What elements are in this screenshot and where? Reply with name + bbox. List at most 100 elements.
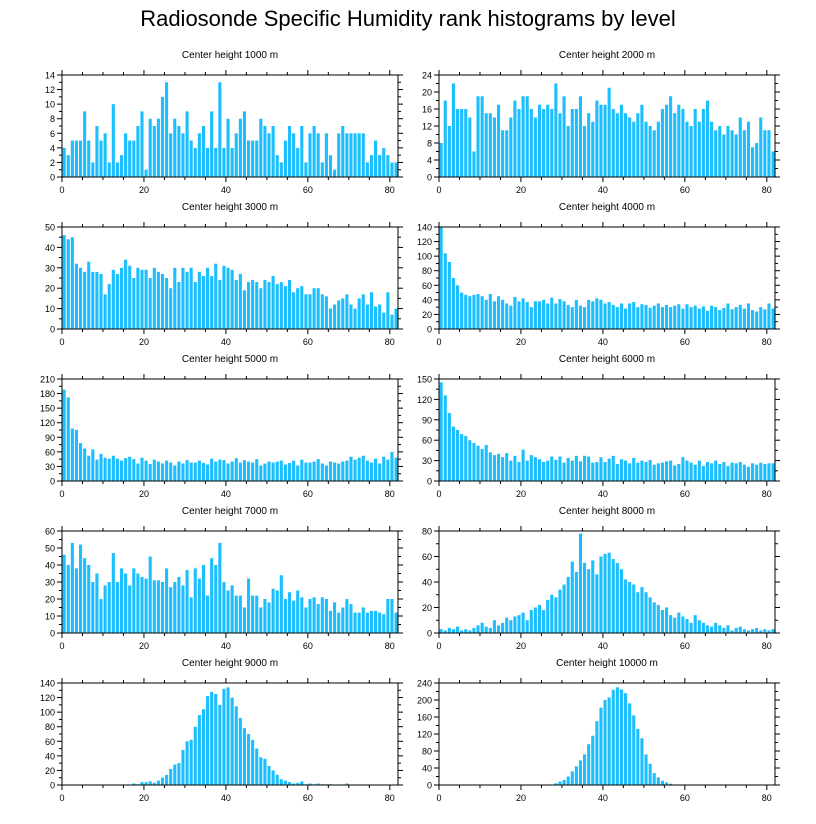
histogram-bar	[599, 707, 603, 785]
y-tick-label: 150	[417, 375, 432, 385]
histogram-bar	[292, 460, 296, 481]
histogram-bar	[546, 599, 550, 633]
histogram-bar	[394, 457, 398, 481]
histogram-bar	[554, 597, 558, 633]
histogram-bar	[566, 126, 570, 177]
histogram-bar	[644, 121, 648, 177]
histogram-bar	[734, 463, 738, 481]
histogram-bar	[132, 568, 136, 633]
y-tick-label: 20	[422, 88, 432, 98]
histogram-bar	[455, 109, 460, 177]
histogram-bar	[328, 461, 333, 481]
histogram-bar	[181, 750, 185, 785]
histogram-bar	[595, 461, 599, 481]
histogram-bar	[99, 599, 103, 633]
histogram-bar	[656, 121, 660, 177]
histogram-bar	[341, 461, 345, 481]
histogram-bar	[738, 304, 742, 329]
histogram-bar	[369, 292, 374, 329]
histogram-bar	[95, 459, 99, 481]
histogram-bar	[480, 96, 484, 177]
histogram-bar	[144, 460, 148, 481]
histogram-bar	[316, 133, 320, 177]
histogram-bar	[218, 459, 222, 481]
histogram-bar	[201, 709, 206, 785]
histogram-bar	[623, 460, 628, 481]
histogram-bar	[156, 271, 160, 329]
histogram-bar	[689, 307, 693, 329]
x-tick-label: 80	[762, 793, 772, 803]
histogram-bar	[140, 269, 144, 329]
panel-title: Center height 7000 m	[182, 506, 278, 517]
histogram-bar	[660, 307, 664, 329]
histogram-bar	[636, 728, 640, 785]
histogram-bar	[378, 304, 382, 329]
histogram-bar	[640, 304, 644, 329]
histogram-bar	[390, 599, 394, 633]
histogram-bar	[242, 111, 246, 177]
histogram-bar	[742, 308, 746, 329]
histogram-bar	[128, 456, 132, 481]
histogram-bar	[296, 288, 300, 329]
histogram-bar	[189, 597, 193, 633]
y-tick-label: 20	[45, 284, 55, 294]
x-tick-label: 0	[436, 793, 441, 803]
histogram-bar	[320, 294, 324, 329]
histogram-bar	[246, 461, 251, 481]
histogram-bar	[357, 298, 361, 329]
histogram-bar	[472, 442, 476, 481]
histogram-bar	[517, 301, 521, 329]
histogram-bar	[771, 151, 775, 177]
histogram-bar	[214, 461, 218, 481]
histogram-bar	[66, 155, 70, 177]
histogram-bar	[587, 744, 591, 785]
histogram-bar	[529, 109, 533, 177]
histogram-bar	[685, 121, 689, 177]
histogram-bar	[714, 460, 718, 481]
histogram-bar	[726, 126, 730, 177]
y-tick-label: 100	[40, 708, 55, 718]
histogram-bar	[558, 589, 562, 633]
histogram-bar	[193, 462, 197, 481]
histogram-bar	[66, 239, 70, 329]
histogram-bar	[669, 460, 673, 481]
histogram-bar	[148, 278, 152, 329]
histogram-bar	[165, 278, 169, 329]
histogram-bar	[296, 590, 300, 633]
y-tick-label: 50	[45, 544, 55, 554]
histogram-bar	[566, 457, 570, 481]
histogram-bar	[488, 294, 492, 329]
histogram-bar	[767, 130, 771, 177]
histogram-bar	[447, 261, 451, 329]
y-tick-label: 0	[427, 325, 432, 335]
histogram-bar	[160, 96, 165, 177]
histogram-bar	[378, 612, 382, 633]
histogram-bar	[259, 607, 263, 633]
y-tick-label: 140	[417, 223, 432, 233]
histogram-bar	[746, 121, 751, 177]
histogram-bar	[660, 109, 664, 177]
histogram-bar	[771, 308, 775, 329]
x-tick-label: 0	[59, 793, 64, 803]
histogram-bar	[669, 96, 673, 177]
histogram-bar	[275, 155, 279, 177]
histogram-bar	[128, 265, 132, 329]
histogram-bar	[234, 458, 238, 481]
histogram-bar	[583, 754, 587, 785]
histogram-bar	[197, 460, 201, 481]
histogram-bar	[722, 134, 726, 177]
histogram-bar	[304, 294, 308, 329]
histogram-bar	[542, 610, 546, 633]
histogram-bar	[259, 465, 263, 481]
histogram-bar	[62, 389, 66, 481]
y-tick-label: 10	[45, 100, 55, 110]
histogram-bar	[759, 117, 763, 177]
histogram-bar	[271, 126, 275, 177]
histogram-bar	[283, 464, 287, 481]
histogram-bar	[455, 285, 460, 329]
histogram-bar	[542, 109, 546, 177]
x-tick-label: 80	[385, 793, 395, 803]
histogram-bar	[189, 462, 193, 481]
x-tick-label: 20	[139, 337, 149, 347]
histogram-bar	[197, 133, 201, 177]
